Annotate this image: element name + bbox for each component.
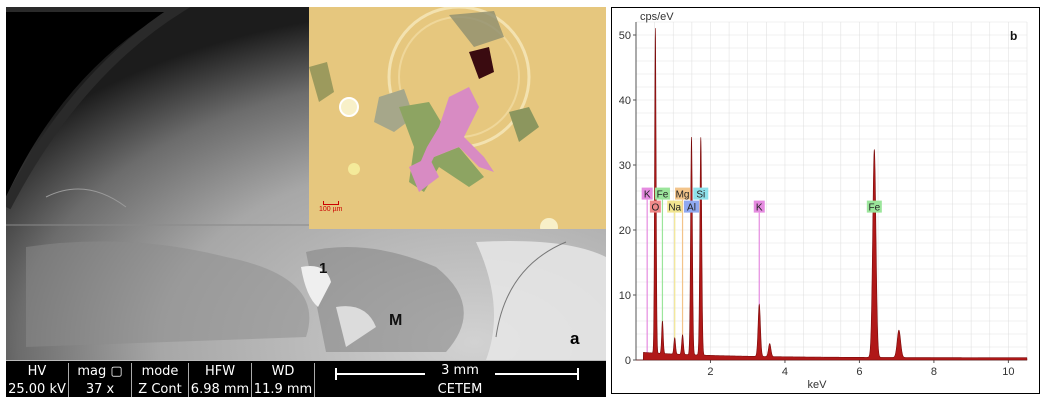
element-tag-label: Fe xyxy=(868,203,880,214)
matrix-label: M xyxy=(389,312,403,329)
element-tag-label: Fe xyxy=(657,190,669,201)
element-tag-box xyxy=(675,187,691,200)
spectrum-area xyxy=(636,28,1028,361)
info-key: HV xyxy=(27,364,47,379)
element-tag-box xyxy=(866,200,882,213)
info-cell-mode: mode Z Cont xyxy=(132,363,189,397)
element-tag-label: Si xyxy=(696,190,705,201)
element-tag-box xyxy=(753,200,765,213)
eds-panel: 0 10 20 30 40 50 2 4 6 8 10 K O Fe Na Mg Al Si K Fe cps/eV… xyxy=(611,7,1040,394)
element-tag-label: K xyxy=(756,203,763,214)
x-tick-label: 6 xyxy=(856,366,862,378)
scale-bar-length: 3 mm xyxy=(425,363,495,378)
element-tag-label: Al xyxy=(687,203,696,214)
info-key: WD xyxy=(271,364,295,379)
scale-bar-lab: CETEM xyxy=(437,382,483,397)
y-tick-label: 50 xyxy=(619,30,631,42)
sem-panel: 100 µm 1 M a HV 25.00 kV mag ▢ 37 x mode… xyxy=(6,7,606,397)
optical-inset xyxy=(309,7,606,229)
inset-scale-line xyxy=(323,201,339,205)
element-tag-label: K xyxy=(644,190,651,201)
element-tag-box xyxy=(693,187,709,200)
y-tick-label: 0 xyxy=(625,355,631,367)
element-tag-box xyxy=(641,187,653,200)
info-value: 6.98 mm xyxy=(190,382,250,397)
info-cell-mag: mag ▢ 37 x xyxy=(69,363,132,397)
element-tag-label: Na xyxy=(668,203,681,214)
point-label-1: 1 xyxy=(319,260,328,277)
info-key: mag ▢ xyxy=(77,364,123,379)
inset-scale-label: 100 µm xyxy=(319,206,343,213)
y-tick-label: 20 xyxy=(619,225,631,237)
scale-bar-cap-left xyxy=(335,368,337,380)
x-tick-label: 2 xyxy=(707,366,713,378)
info-value: Z Cont xyxy=(138,382,182,397)
info-key: HFW xyxy=(204,364,236,379)
info-cell-wd: WD 11.9 mm xyxy=(252,363,315,397)
info-value: 11.9 mm xyxy=(253,382,313,397)
y-tick-label: 40 xyxy=(619,95,631,107)
info-cell-hfw: HFW 6.98 mm xyxy=(189,363,252,397)
y-tick-label: 10 xyxy=(619,290,631,302)
sem-info-bar: HV 25.00 kV mag ▢ 37 x mode Z Cont HFW 6… xyxy=(6,360,606,397)
element-tag-box xyxy=(654,187,670,200)
element-tag-label: O xyxy=(651,203,659,214)
info-value: 37 x xyxy=(85,382,115,397)
y-tick-label: 30 xyxy=(619,160,631,172)
element-tag-box xyxy=(683,200,699,213)
info-cell-hv: HV 25.00 kV xyxy=(6,363,69,397)
y-axis-unit: cps/eV xyxy=(640,11,674,23)
scale-bar-cap-right xyxy=(577,368,579,380)
x-tick-label: 8 xyxy=(931,366,937,378)
panel-letter-a: a xyxy=(570,329,580,348)
info-key: mode xyxy=(141,364,179,379)
x-axis-unit: keV xyxy=(808,379,828,391)
inset-scale-bar: 100 µm xyxy=(319,201,343,213)
element-tag-label: Mg xyxy=(676,190,690,201)
element-tag-box xyxy=(667,200,683,213)
element-tag-box xyxy=(649,200,661,213)
info-cell-scale: 3 mm CETEM xyxy=(315,363,605,397)
info-value: 25.00 kV xyxy=(8,382,66,397)
panel-letter-b: b xyxy=(1010,29,1017,43)
x-tick-label: 4 xyxy=(782,366,788,378)
x-tick-label: 10 xyxy=(1002,366,1014,378)
